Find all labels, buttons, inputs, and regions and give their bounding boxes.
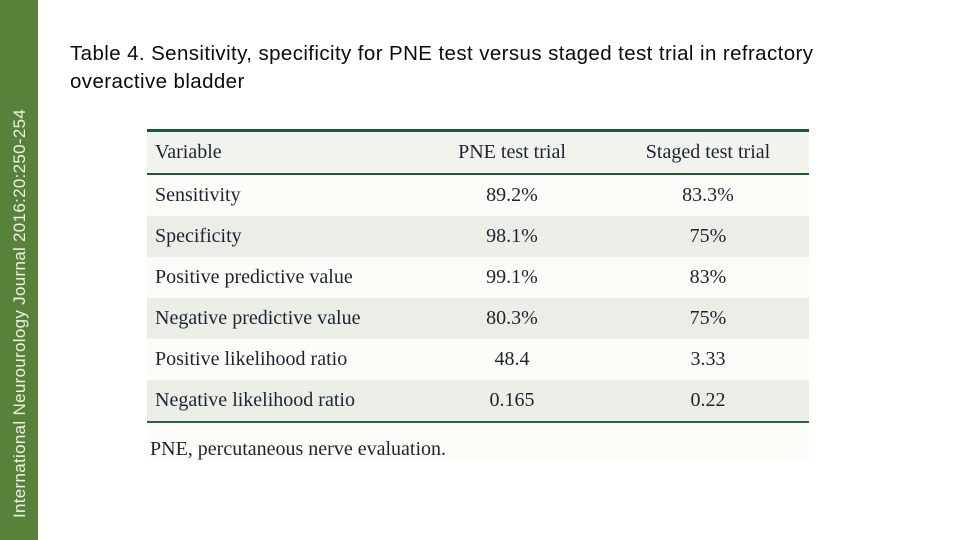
row-staged-value: 0.22 — [690, 389, 726, 411]
slide-title: Table 4. Sensitivity, specificity for PN… — [70, 42, 814, 93]
table-row: Positive predictive value 99.1% 83% — [147, 257, 809, 298]
row-staged-value: 83.3% — [682, 184, 734, 206]
table-footnote: PNE, percutaneous nerve evaluation. — [150, 438, 447, 460]
row-variable: Positive predictive value — [155, 266, 353, 288]
table-header-row: Variable PNE test trial Staged test tria… — [147, 132, 809, 173]
journal-citation-text: International Neurourology Journal 2016:… — [10, 108, 29, 518]
row-staged-value: 83% — [689, 266, 727, 288]
table-row: Positive likelihood ratio 48.4 3.33 — [147, 339, 809, 380]
row-variable: Negative predictive value — [155, 307, 361, 329]
table-row: Specificity 98.1% 75% — [147, 216, 809, 257]
column-header-staged: Staged test trial — [645, 141, 771, 163]
row-variable: Specificity — [155, 225, 242, 247]
row-pne-value: 98.1% — [486, 225, 538, 247]
table-top-border — [147, 129, 809, 132]
row-staged-value: 75% — [689, 307, 727, 329]
row-pne-value: 89.2% — [486, 184, 538, 206]
table-bottom-border — [147, 421, 809, 423]
column-header-pne: PNE test trial — [458, 141, 566, 163]
table-row: Negative predictive value 80.3% 75% — [147, 298, 809, 339]
row-variable: Positive likelihood ratio — [155, 348, 348, 370]
row-staged-value: 75% — [689, 225, 727, 247]
table-header-border — [147, 173, 809, 175]
row-pne-value: 48.4 — [494, 348, 530, 370]
row-variable: Sensitivity — [155, 184, 241, 206]
row-pne-value: 99.1% — [486, 266, 538, 288]
table-row: Negative likelihood ratio 0.165 0.22 — [147, 380, 809, 421]
row-variable: Negative likelihood ratio — [155, 389, 355, 411]
results-table: Variable PNE test trial Staged test tria… — [147, 129, 809, 461]
row-pne-value: 0.165 — [489, 389, 535, 411]
row-pne-value: 80.3% — [486, 307, 538, 329]
column-header-variable: Variable — [155, 141, 222, 163]
table-row: Sensitivity 89.2% 83.3% — [147, 175, 809, 216]
row-staged-value: 3.33 — [690, 348, 726, 370]
journal-citation-bar — [0, 0, 38, 540]
